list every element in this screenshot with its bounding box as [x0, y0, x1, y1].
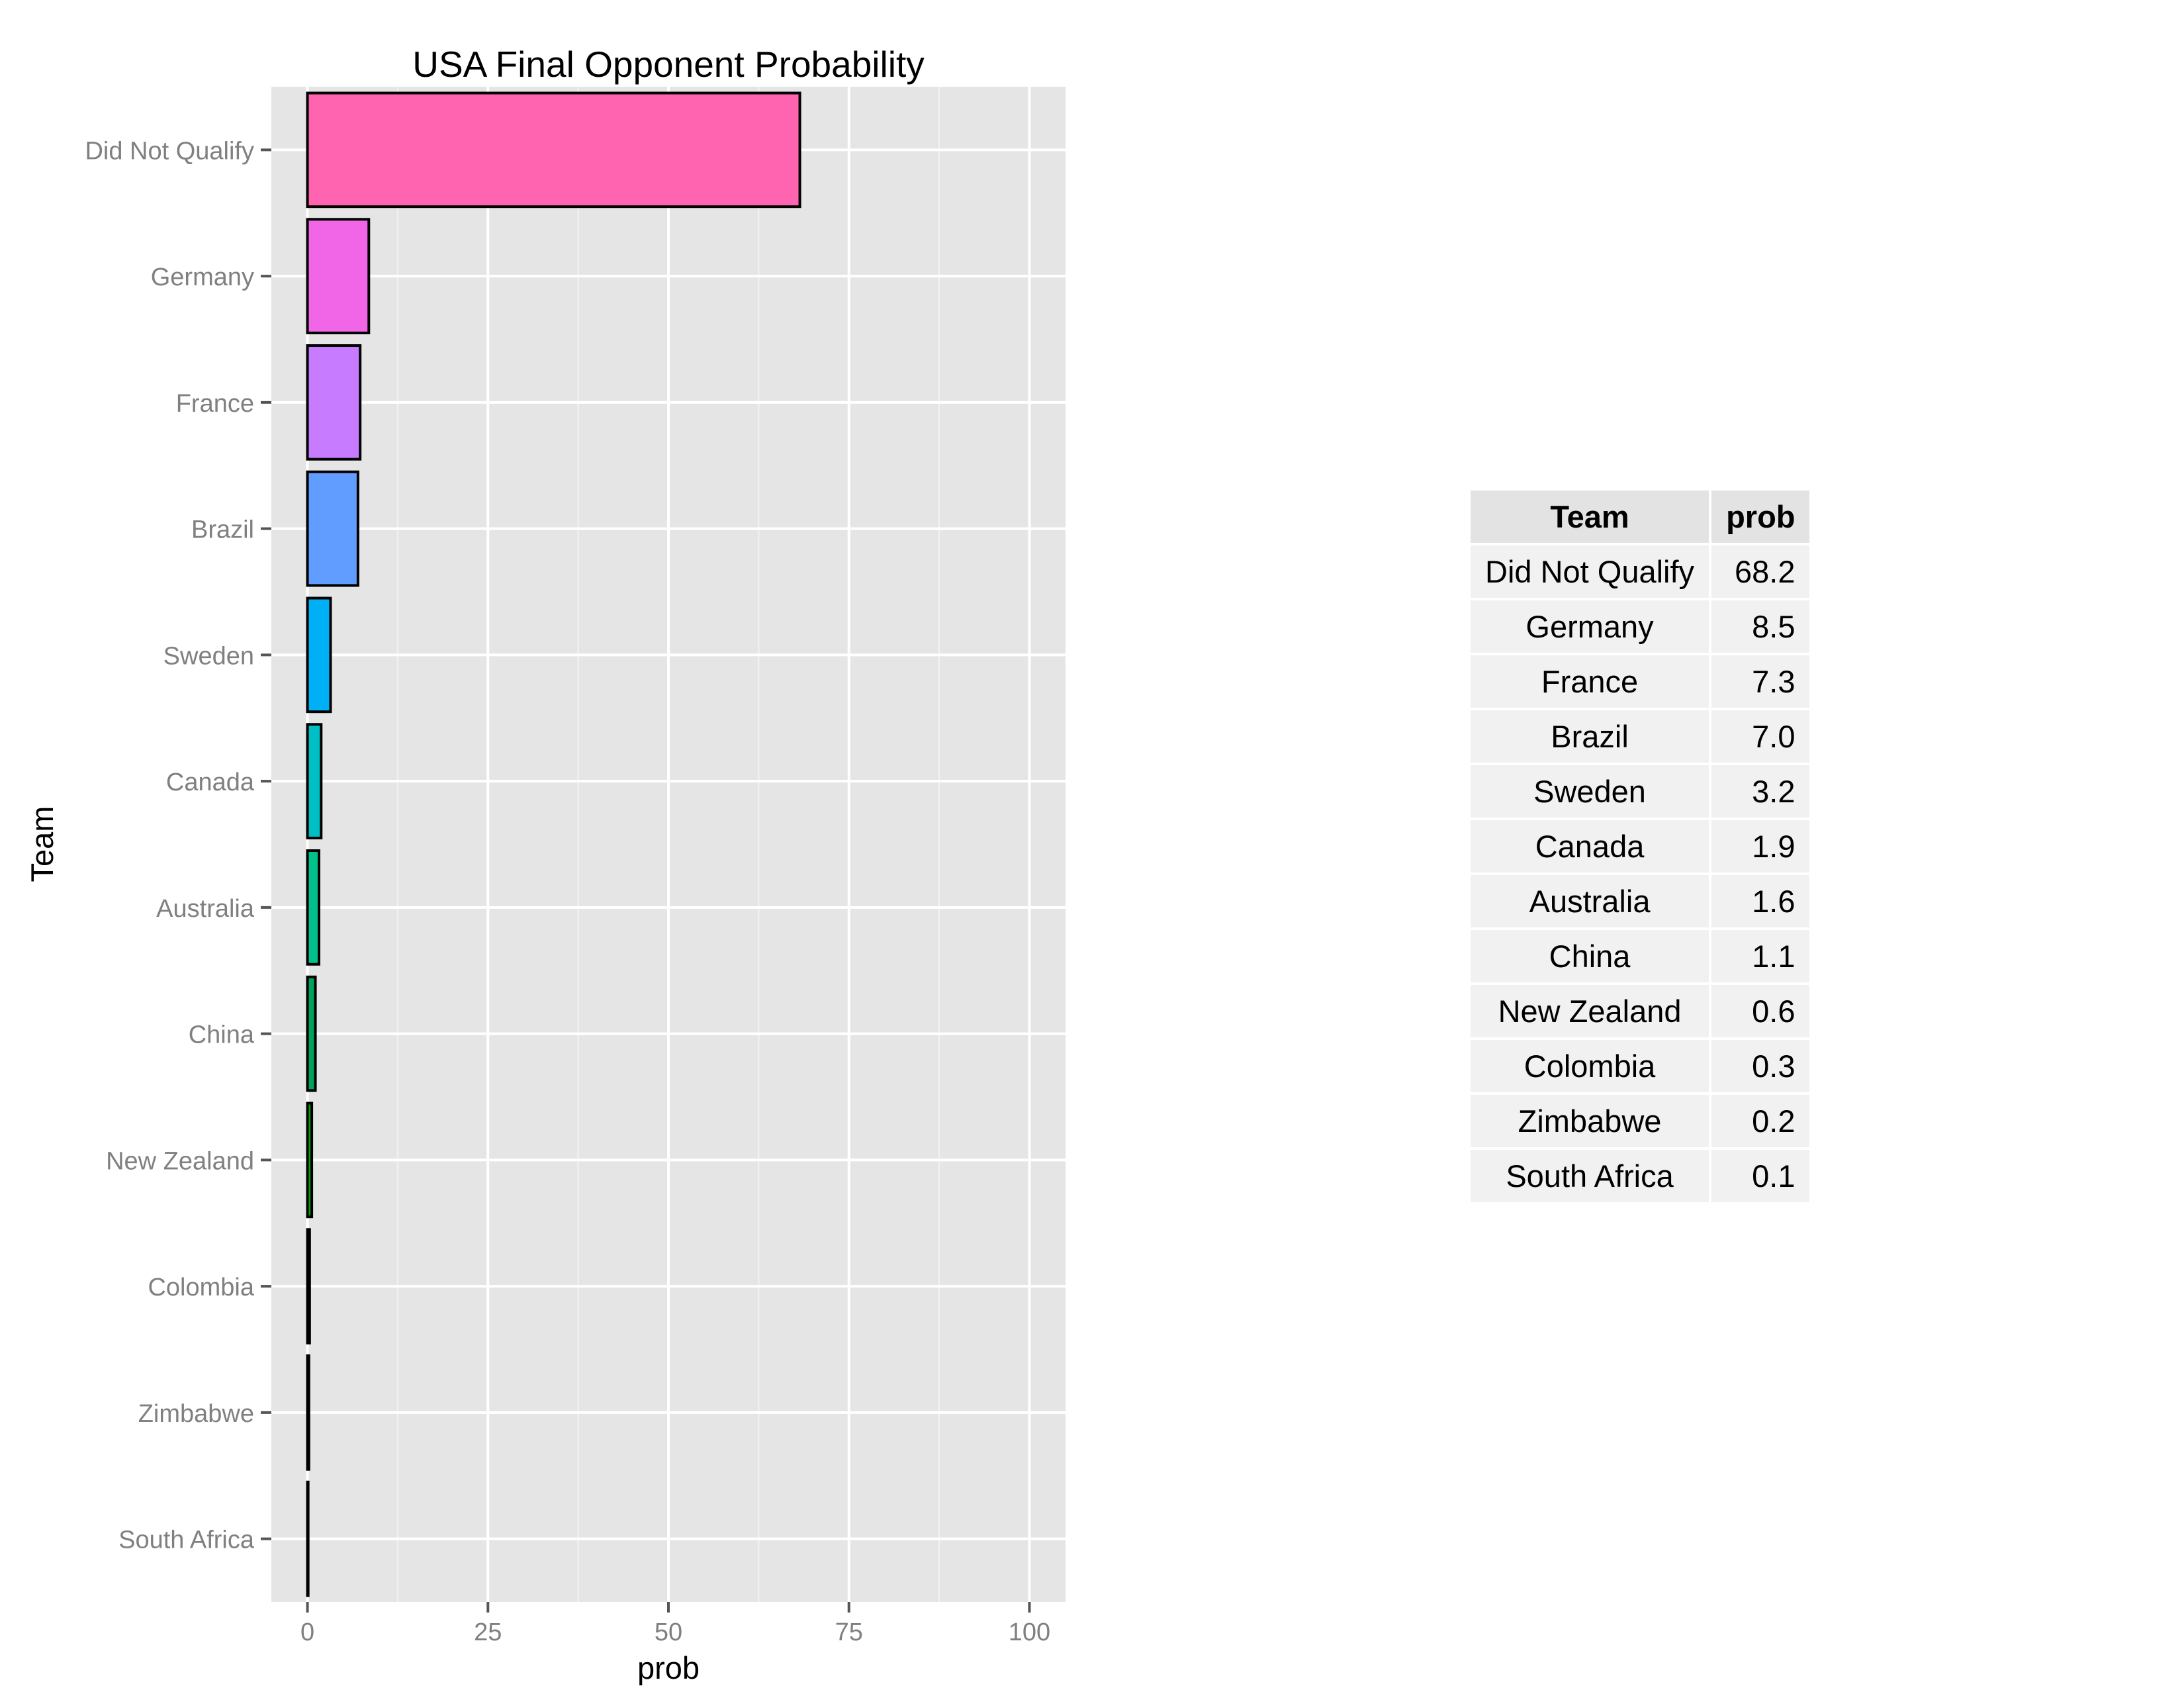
x-tick-label: 50 [655, 1618, 682, 1646]
table-row: Colombia 0.3 [1471, 1040, 1810, 1092]
bar [306, 1228, 311, 1344]
table-cell-team: Did Not Qualify [1471, 545, 1709, 598]
x-tick-label: 100 [1009, 1618, 1050, 1646]
bar [306, 218, 371, 334]
y-tick-label: China [189, 1021, 255, 1049]
y-tick-label: Did Not Qualify [85, 137, 254, 165]
y-tick-label: Australia [156, 895, 255, 923]
minor-gridlines [396, 87, 940, 1602]
y-tick-label: Canada [166, 769, 255, 796]
bar [306, 723, 323, 839]
table-body: Did Not Qualify 68.2 Germany 8.5 France 7.3 Br… [1471, 545, 1810, 1202]
table-cell-prob: 0.3 [1711, 1040, 1810, 1092]
table-row: New Zealand 0.6 [1471, 985, 1810, 1037]
table-row: Did Not Qualify 68.2 [1471, 545, 1810, 598]
table-cell-prob: 0.2 [1711, 1095, 1810, 1147]
table-row: Sweden 3.2 [1471, 765, 1810, 818]
x-tick-label: 25 [474, 1618, 502, 1646]
x-axis: 0 25 50 75 100 [300, 1602, 1050, 1646]
y-axis-label: Team [24, 806, 60, 882]
table-cell-prob: 68.2 [1711, 545, 1810, 598]
table-cell-team: Canada [1471, 820, 1709, 872]
table-cell-team: South Africa [1471, 1150, 1709, 1202]
y-tick-label: Colombia [148, 1274, 254, 1301]
table-cell-prob: 7.0 [1711, 710, 1810, 763]
table-cell-team: Germany [1471, 600, 1709, 653]
bar [306, 470, 359, 587]
y-tick-label: Zimbabwe [138, 1400, 254, 1428]
bar-chart: USA Final Opponent Probability Did Not Q… [24, 44, 1066, 1685]
x-axis-label: prob [637, 1650, 700, 1685]
table-cell-prob: 8.5 [1711, 600, 1810, 653]
table-cell-team: Zimbabwe [1471, 1095, 1709, 1147]
table-cell-prob: 1.6 [1711, 875, 1810, 927]
table-cell-team: New Zealand [1471, 985, 1709, 1037]
table-cell-prob: 1.1 [1711, 930, 1810, 982]
header-prob: prob [1711, 491, 1810, 543]
bars [306, 91, 801, 1597]
table-cell-team: Sweden [1471, 765, 1709, 818]
y-tick-label: Sweden [163, 642, 254, 670]
chart-title: USA Final Opponent Probability [412, 44, 925, 85]
y-axis: Did Not Qualify Germany France Brazil Sweden… [85, 137, 271, 1554]
bar [306, 91, 801, 209]
bar [306, 849, 320, 966]
x-tick-label: 0 [300, 1618, 314, 1646]
bar [306, 1354, 310, 1471]
table-cell-prob: 7.3 [1711, 655, 1810, 708]
table-row: Canada 1.9 [1471, 820, 1810, 872]
bar [306, 596, 332, 714]
table-row: South Africa 0.1 [1471, 1150, 1810, 1202]
table-row: Germany 8.5 [1471, 600, 1810, 653]
table-cell-prob: 0.6 [1711, 985, 1810, 1037]
x-tick-label: 75 [835, 1618, 863, 1646]
bar [306, 344, 362, 461]
bar [306, 1102, 314, 1219]
table-cell-team: China [1471, 930, 1709, 982]
bar [306, 975, 317, 1092]
table-cell-prob: 1.9 [1711, 820, 1810, 872]
table-cell-team: Colombia [1471, 1040, 1709, 1092]
y-tick-label: Germany [151, 263, 254, 291]
y-tick-label: South Africa [118, 1526, 255, 1554]
table-cell-team: France [1471, 655, 1709, 708]
table-cell-team: Australia [1471, 875, 1709, 927]
table-cell-prob: 3.2 [1711, 765, 1810, 818]
table-cell-team: Brazil [1471, 710, 1709, 763]
table-row: Australia 1.6 [1471, 875, 1810, 927]
y-tick-label: France [176, 390, 254, 418]
y-tick-label: New Zealand [106, 1147, 254, 1175]
y-tick-label: Brazil [191, 516, 254, 544]
probability-table: Team prob Did Not Qualify 68.2 Germany 8.5 F… [1468, 488, 1812, 1205]
table-row: China 1.1 [1471, 930, 1810, 982]
table-row: Zimbabwe 0.2 [1471, 1095, 1810, 1147]
table-row: Brazil 7.0 [1471, 710, 1810, 763]
table-cell-prob: 0.1 [1711, 1150, 1810, 1202]
header-team: Team [1471, 491, 1709, 543]
table-row: France 7.3 [1471, 655, 1810, 708]
table-header-row: Team prob [1471, 491, 1810, 543]
